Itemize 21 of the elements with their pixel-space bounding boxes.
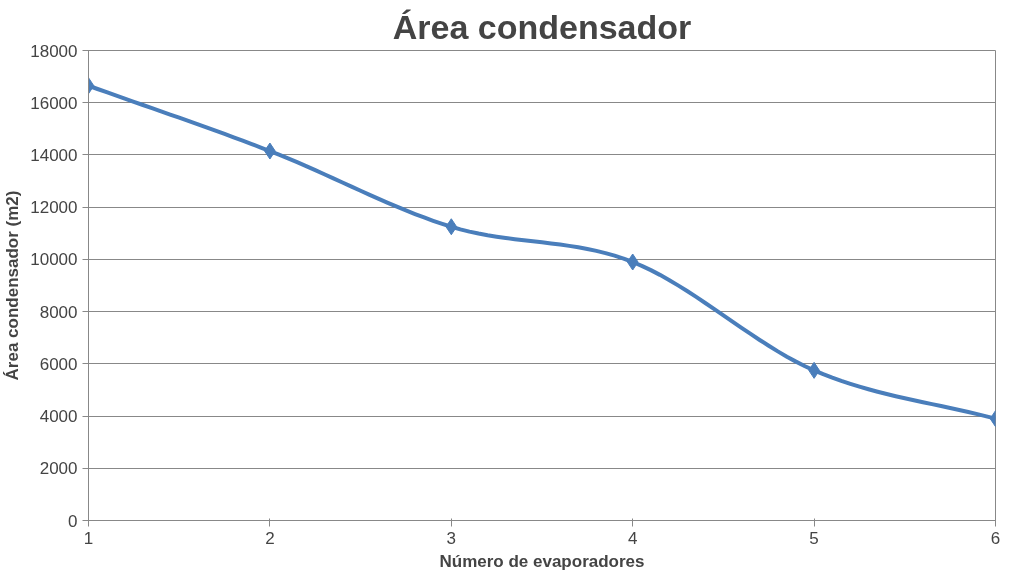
y-axis-title: Área condensador (m2) <box>3 190 23 381</box>
y-tick-label: 6000 <box>39 354 78 374</box>
y-tick-label: 2000 <box>39 459 78 479</box>
y-tick-label: 4000 <box>39 407 78 427</box>
x-tick-label: 3 <box>446 528 457 548</box>
x-tick-label: 5 <box>809 528 819 548</box>
y-tick-label: 0 <box>68 511 78 531</box>
y-tick-label: 16000 <box>30 93 78 113</box>
y-tick-label: 18000 <box>30 41 78 61</box>
point <box>445 218 458 236</box>
y-tick-label: 14000 <box>30 145 78 165</box>
x-tick-label: 2 <box>265 528 275 548</box>
x-tick-label: 4 <box>627 528 638 548</box>
x-axis-title: Número de evaporadores <box>439 551 645 571</box>
y-tick-label: 8000 <box>39 302 78 322</box>
y-tick-label: 12000 <box>30 198 78 218</box>
point <box>626 253 639 271</box>
chart-title: Área condensador <box>392 7 692 46</box>
x-tick-label: 1 <box>83 528 94 548</box>
x-tick-label: 6 <box>990 528 1001 548</box>
y-tick-label: 10000 <box>30 250 78 270</box>
